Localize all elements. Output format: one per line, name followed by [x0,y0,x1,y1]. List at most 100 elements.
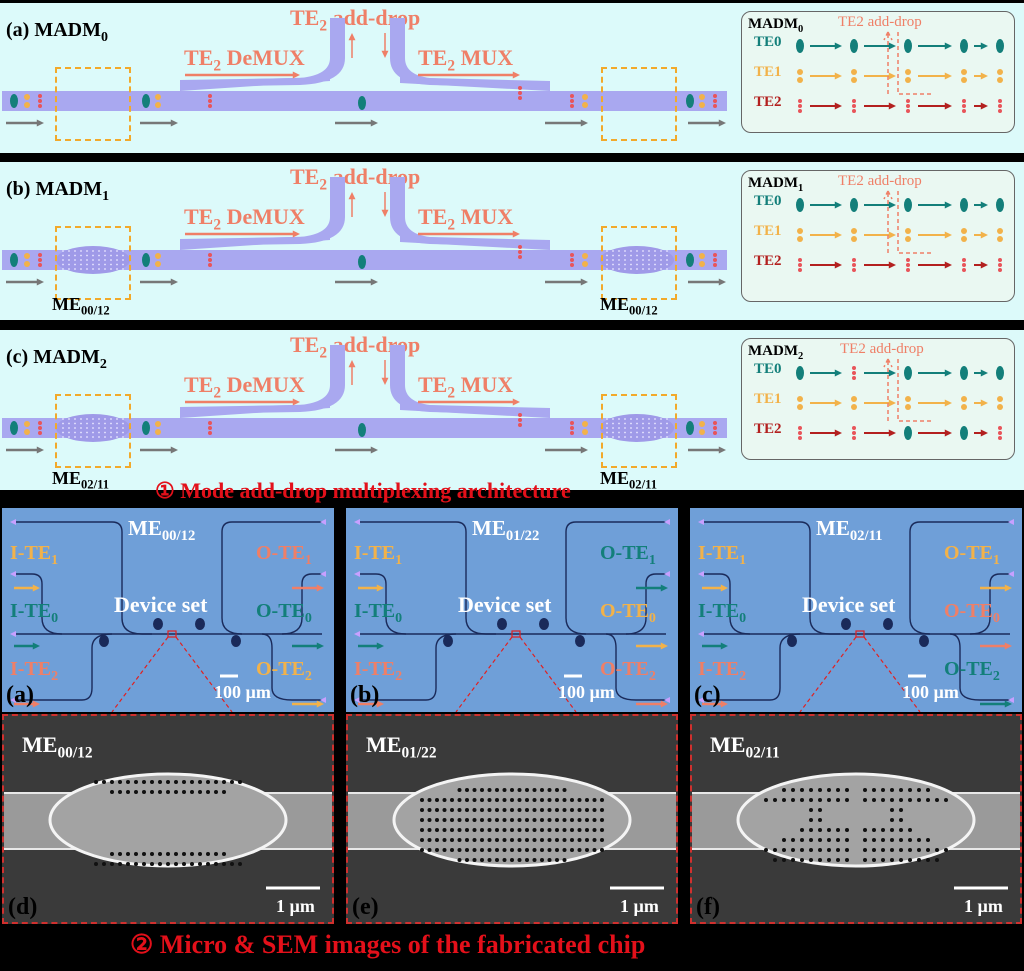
sem-me-label-main: ME [710,732,746,757]
legend-title: MADM0 [748,16,803,35]
etched-hole [654,250,656,252]
sem-hole [510,798,514,802]
legend-mode-icon [904,39,912,53]
sem-hole [818,808,822,812]
sem-hole [118,780,122,784]
sem-hole [110,780,114,784]
etched-hole [68,259,70,261]
grating-coupler [698,571,704,577]
sem-hole [872,848,876,852]
sem-hole [773,848,777,852]
sem-hole [863,858,867,862]
legend-flow-arrow [974,429,988,437]
input-port-label-main: I-TE [354,658,396,680]
sem-hole [190,862,194,866]
mode-exchanger-highlight [55,67,131,141]
etched-hole [110,418,112,420]
sem-hole [442,818,447,822]
sem-hole [800,838,804,842]
sem-hole [881,848,885,852]
legend-diagram [796,190,1004,272]
legend-flow-arrow [864,201,896,209]
input-port-arrow [14,700,40,708]
sem-hole [809,798,813,802]
sem-hole [230,780,234,784]
sem-hole [174,862,178,866]
propagation-arrow [545,446,588,454]
output-port-label-sub: 1 [648,553,656,568]
sem-hole [592,838,597,842]
sem-hole [502,858,507,862]
sem-hole [450,838,454,842]
etched-hole [666,259,668,261]
sem-hole [517,808,522,812]
output-port-arrow [980,700,1012,708]
etched-hole [660,431,662,434]
output-port-arrow [980,642,1012,650]
sem-hole [532,848,537,852]
etched-hole [116,259,118,261]
etched-hole [80,418,82,420]
grating-coupler [320,571,326,577]
sem-hole [562,798,567,802]
etched-hole [98,268,100,270]
etched-hole [80,263,82,266]
sem-hole [845,848,849,852]
demux-sub: 2 [213,216,222,234]
panel-label-sub: 1 [102,189,110,204]
grating-coupler [354,519,360,525]
demux-sub: 2 [213,57,222,75]
sem-hole [570,818,574,822]
sem-hole [517,838,522,842]
etched-hole [636,427,638,429]
etched-hole [642,436,644,438]
etched-hole [92,422,94,425]
propagation-arrow [545,119,588,127]
etched-hole [116,422,118,425]
sem-hole [836,828,840,832]
legend-mode-icon [961,69,967,83]
sem-hole [532,828,537,832]
mux-te: TE [418,204,448,229]
sem-hole [791,798,795,802]
waveguide-diagram [2,345,727,454]
sem-hole [142,852,146,856]
sem-hole [540,818,544,822]
legend-mode-icon [852,366,856,380]
output-port-label-main: O-TE [944,600,993,622]
sem-hole [890,838,894,842]
sem-hole [480,798,484,802]
sem-hole [532,798,537,802]
etched-hole [624,427,626,429]
panel-label: (b) MADM1 [6,178,109,205]
micro-panel-letter: (b) [350,682,380,708]
input-port-label-main: I-TE [698,542,740,564]
sem-hole [427,798,432,802]
legend-row-text: TE0 [754,34,782,50]
te2-mode-icon [208,253,212,267]
sem-hole [480,838,484,842]
sem-hole [495,858,499,862]
sem-hole [158,852,162,856]
sem-hole [206,780,210,784]
add-drop-title: TE2 add-drop [290,332,420,362]
panel-label-sub: 0 [100,30,108,45]
etched-hole [612,431,614,434]
legend-mode-icon [852,99,856,113]
sem-hole [525,798,529,802]
output-arrow [688,278,726,286]
sem-hole [562,788,567,792]
legend-mode-icon [851,396,857,410]
te1-mode-icon [24,421,30,435]
etched-hole [80,254,82,257]
etched-hole [68,418,70,420]
sem-hole [818,828,822,832]
sem-hole [863,798,867,802]
sem-hole [142,862,146,866]
legend-flow-arrow [918,369,952,377]
micro-me-label-sub: 02/11 [849,528,883,545]
sem-hole [94,862,98,866]
lens-label-right: ME00/12 [600,294,658,319]
legend-row-label: TE0 [754,193,782,210]
legend-flow-arrow [810,42,842,50]
